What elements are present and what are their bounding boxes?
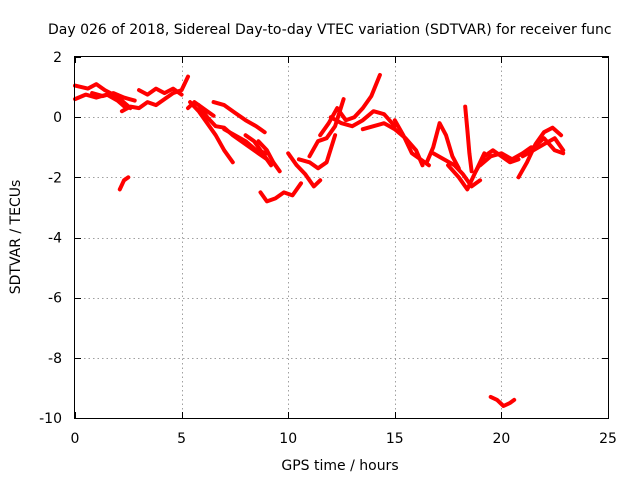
series-trace-18: [318, 73, 382, 138]
y-tick-label: -4: [48, 231, 62, 247]
series-trace-1: [73, 82, 133, 111]
y-tick-label: -2: [48, 170, 62, 186]
series-trace-8: [188, 100, 235, 165]
x-tick-label: 5: [177, 431, 186, 447]
x-tick-label: 10: [279, 431, 297, 447]
series-trace-13: [256, 139, 282, 174]
series-trace-17: [307, 97, 346, 159]
x-tick-label: 20: [492, 431, 510, 447]
y-tick-label: -10: [39, 411, 62, 427]
series-trace-27: [478, 145, 534, 168]
series-trace-12: [243, 133, 274, 168]
series-trace-10: [211, 100, 267, 135]
series-trace-28: [516, 125, 564, 180]
x-tick-label: 15: [386, 431, 404, 447]
series-trace-19: [328, 109, 397, 129]
x-tick-label: 25: [599, 431, 617, 447]
chart-title: Day 026 of 2018, Sidereal Day-to-day VTE…: [48, 22, 612, 38]
tick-layer: [75, 57, 609, 419]
series-trace-15: [286, 151, 323, 189]
series-trace-31: [488, 394, 517, 408]
series-layer: [73, 73, 566, 408]
plot-area-border: [74, 56, 609, 419]
y-tick-label: -8: [48, 351, 62, 367]
series-trace-6: [137, 86, 184, 97]
y-axis-label: SDTVAR / TECUs: [8, 180, 24, 295]
series-trace-30: [531, 136, 566, 156]
series-trace-29: [520, 136, 566, 159]
y-tick-label: -6: [48, 291, 62, 307]
series-trace-3: [90, 91, 137, 103]
x-axis-label: GPS time / hours: [281, 458, 398, 474]
x-tick-label: 0: [71, 431, 80, 447]
series-trace-20: [360, 121, 425, 168]
y-tick-label: 0: [53, 110, 62, 126]
series-trace-25: [463, 104, 474, 174]
series-trace-16: [296, 133, 338, 171]
y-tick-label: 2: [53, 50, 62, 66]
series-trace-21: [392, 118, 431, 168]
label-layer: 0 5 10 15 20 25 -10 -8 -6 -4 -2 0 2: [39, 50, 617, 447]
series-trace-4: [117, 175, 131, 192]
series-trace-23: [431, 151, 483, 189]
series-trace-22: [424, 121, 461, 171]
series-trace-14: [258, 181, 303, 204]
